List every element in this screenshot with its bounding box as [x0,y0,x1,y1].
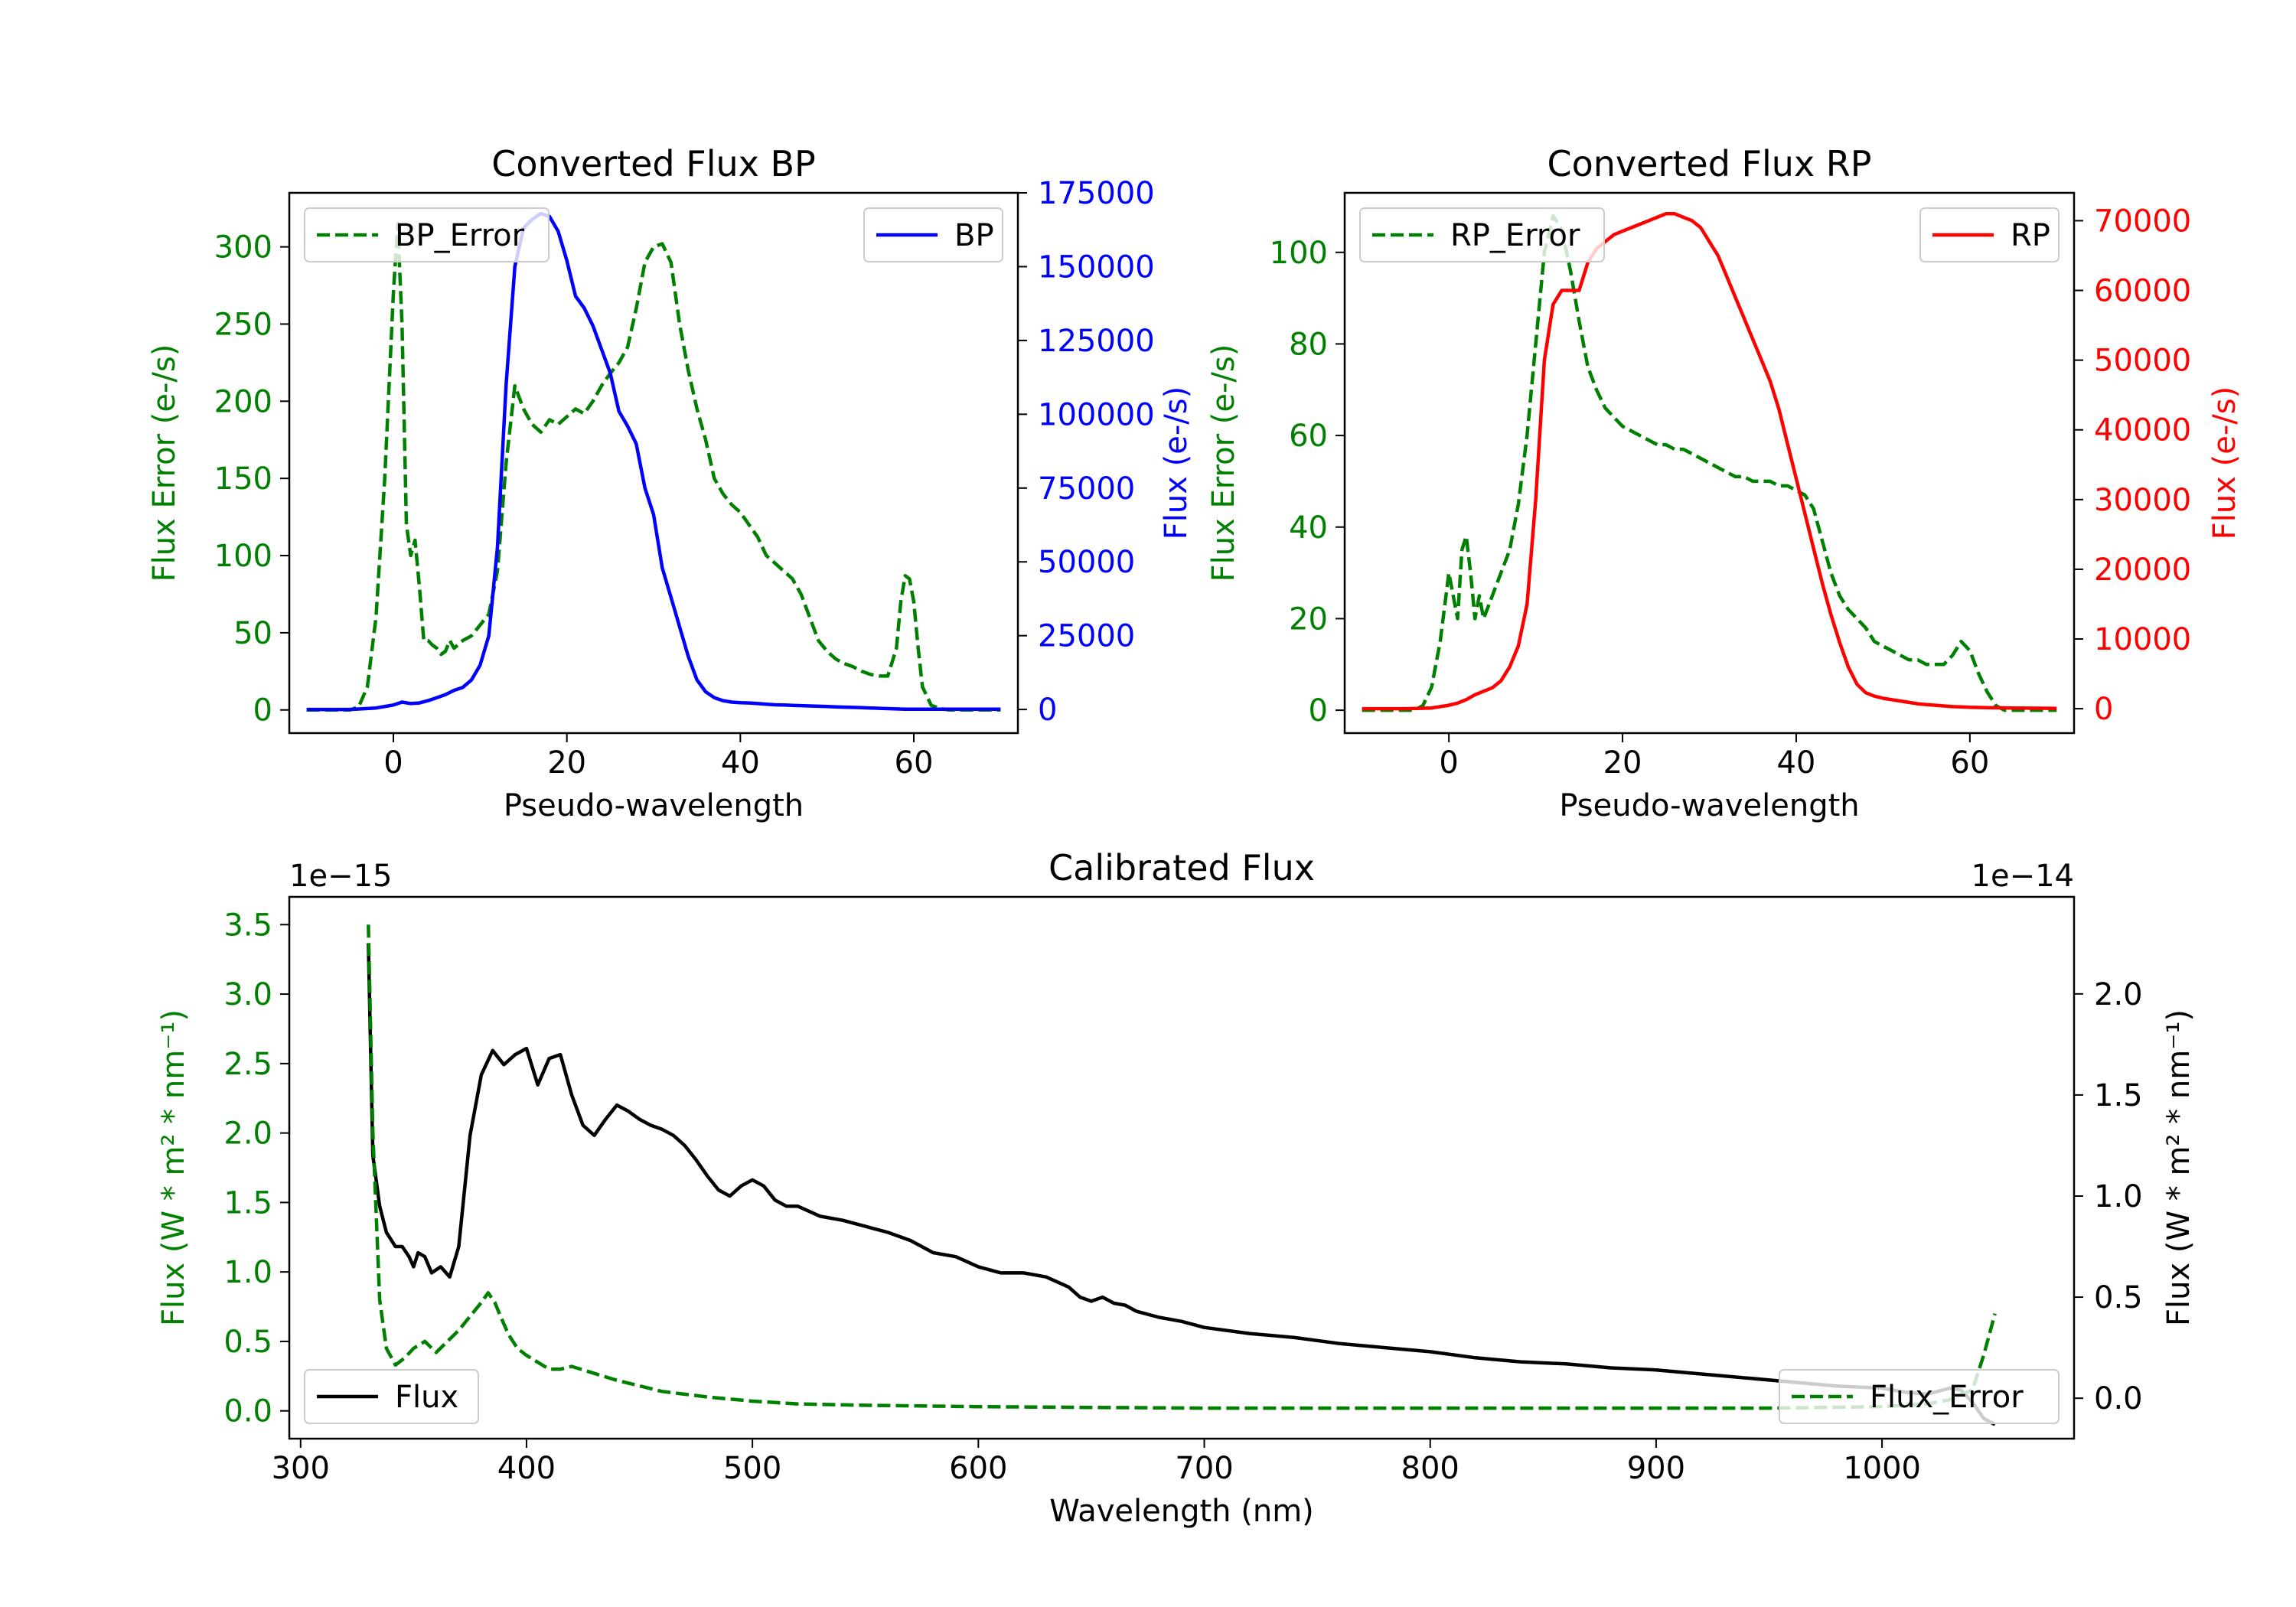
y-left-tick-label: 100 [214,539,272,574]
y-right-tick-label: 25000 [1038,619,1135,654]
y-right-tick-label: 75000 [1038,471,1135,507]
plot-frame [1343,191,2076,735]
series-line-flux-error [367,924,1997,1410]
y-right-axis-label: Flux (e-/s) [2207,386,2242,539]
y-left-tick-label: 80 [1289,327,1328,362]
series-line-rp-error [1362,214,2057,712]
y-right-tick-label: 2.0 [2094,977,2143,1012]
y-left-axis-label: Flux Error (e-/s) [1206,344,1241,582]
y-right-tick-label: 0.0 [2094,1381,2143,1416]
x-tick-label: 600 [949,1451,1007,1486]
y-right-tick-label: 0 [2094,692,2113,727]
y-right-tick-label: 1.0 [2094,1179,2143,1214]
y-left-offset-text: 1e−15 [289,859,392,894]
y-right-tick-label: 100000 [1038,397,1155,432]
y-left-tick-label: 300 [214,230,272,266]
x-tick-label: 0 [383,745,403,781]
y-left-tick-label: 1.0 [223,1255,272,1290]
x-tick-label: 700 [1175,1451,1233,1486]
legend-label-rp-error: RP_Error [1450,218,1580,253]
y-left-tick-label: 0 [253,693,272,729]
y-right-tick-label: 50000 [1038,545,1135,580]
chart-title: Converted Flux BP [491,143,816,184]
y-right-tick-label: 10000 [2094,622,2191,657]
y-right-axis-label: Flux (W * m² * nm⁻¹) [2161,1009,2197,1326]
legend-box-flux-error [1779,1369,2060,1424]
plot-frame [288,191,1019,735]
y-right-tick-label: 1.5 [2094,1078,2143,1113]
series-line-rp [1362,212,2057,711]
x-tick-label: 1000 [1843,1451,1921,1486]
y-right-tick-label: 30000 [2094,483,2191,518]
chart-converted-flux-rp: Converted Flux RP 0 20 40 60 Pseudo-wavelengt… [1206,143,2242,823]
x-tick-label: 0 [1439,745,1458,781]
y-right-tick-label: 0.5 [2094,1280,2143,1315]
y-left-axis-label: Flux (W * m² * nm⁻¹) [156,1009,191,1326]
y-left-tick-label: 3.5 [223,908,272,943]
x-tick-label: 20 [547,745,586,781]
y-right-tick-label: 40000 [2094,413,2191,448]
y-right-tick-label: 125000 [1038,324,1155,359]
y-left-tick-label: 2.0 [223,1116,272,1152]
legend-box-rp-error [1359,207,1605,262]
x-tick-label: 20 [1603,745,1642,781]
legend-label-rp: RP [2011,218,2050,253]
y-right-tick-label: 150000 [1038,249,1155,285]
series-line-bp [306,211,1001,712]
chart-converted-flux-bp: Converted Flux BP 0 20 40 60 Pseudo-wavelengt… [147,143,1194,823]
x-tick-label: 900 [1627,1451,1685,1486]
y-left-tick-label: 40 [1289,510,1328,546]
legend-label-flux: Flux [395,1380,458,1415]
y-right-offset-text: 1e−14 [1971,859,2074,894]
legend-box-flux [304,1369,479,1424]
chart-title: Converted Flux RP [1548,143,1872,184]
y-left-tick-label: 2.5 [223,1047,272,1082]
y-left-tick-label: 50 [233,616,272,651]
legend-label-bp-error: BP_Error [395,218,525,253]
chart-title: Calibrated Flux [1049,847,1315,888]
x-axis-label: Wavelength (nm) [1049,1494,1314,1529]
y-left-tick-label: 1.5 [223,1185,272,1221]
chart-calibrated-flux: Calibrated Flux 300 400 500 600 700 800 900 1000… [156,847,2197,1529]
legend-label-bp: BP [954,218,994,253]
y-left-tick-label: 250 [214,307,272,342]
y-left-tick-label: 60 [1289,419,1328,454]
x-tick-label: 400 [497,1451,556,1486]
x-tick-label: 300 [272,1451,330,1486]
y-left-tick-label: 0 [1309,693,1328,729]
x-tick-label: 40 [721,745,760,781]
x-axis-label: Pseudo-wavelength [504,788,804,823]
y-left-tick-label: 3.0 [223,977,272,1012]
y-right-tick-label: 20000 [2094,553,2191,588]
y-right-tick-label: 175000 [1038,176,1155,211]
legend-label-flux-error: Flux_Error [1870,1380,2024,1415]
series-line-flux [367,943,1996,1426]
y-right-tick-label: 50000 [2094,344,2191,379]
x-tick-label: 40 [1776,745,1815,781]
x-axis-label: Pseudo-wavelength [1559,788,1859,823]
y-right-tick-label: 70000 [2094,204,2191,239]
legend-box-bp-error [304,207,550,262]
y-right-tick-label: 0 [1038,693,1057,728]
y-left-tick-label: 0.0 [223,1394,272,1429]
series-line-bp-error [306,222,1001,712]
y-left-tick-label: 100 [1270,236,1328,271]
y-left-axis-label: Flux Error (e-/s) [147,344,182,582]
y-right-axis-label: Flux (e-/s) [1159,386,1194,539]
y-left-tick-label: 200 [214,384,272,419]
x-tick-label: 500 [723,1451,781,1486]
y-left-tick-label: 20 [1289,601,1328,637]
x-tick-label: 60 [1950,745,1989,781]
y-right-tick-label: 60000 [2094,274,2191,309]
y-left-tick-label: 150 [214,461,272,497]
plot-frame [288,895,2076,1440]
x-tick-label: 60 [895,745,934,781]
x-tick-label: 800 [1401,1451,1459,1486]
y-left-tick-label: 0.5 [223,1325,272,1360]
